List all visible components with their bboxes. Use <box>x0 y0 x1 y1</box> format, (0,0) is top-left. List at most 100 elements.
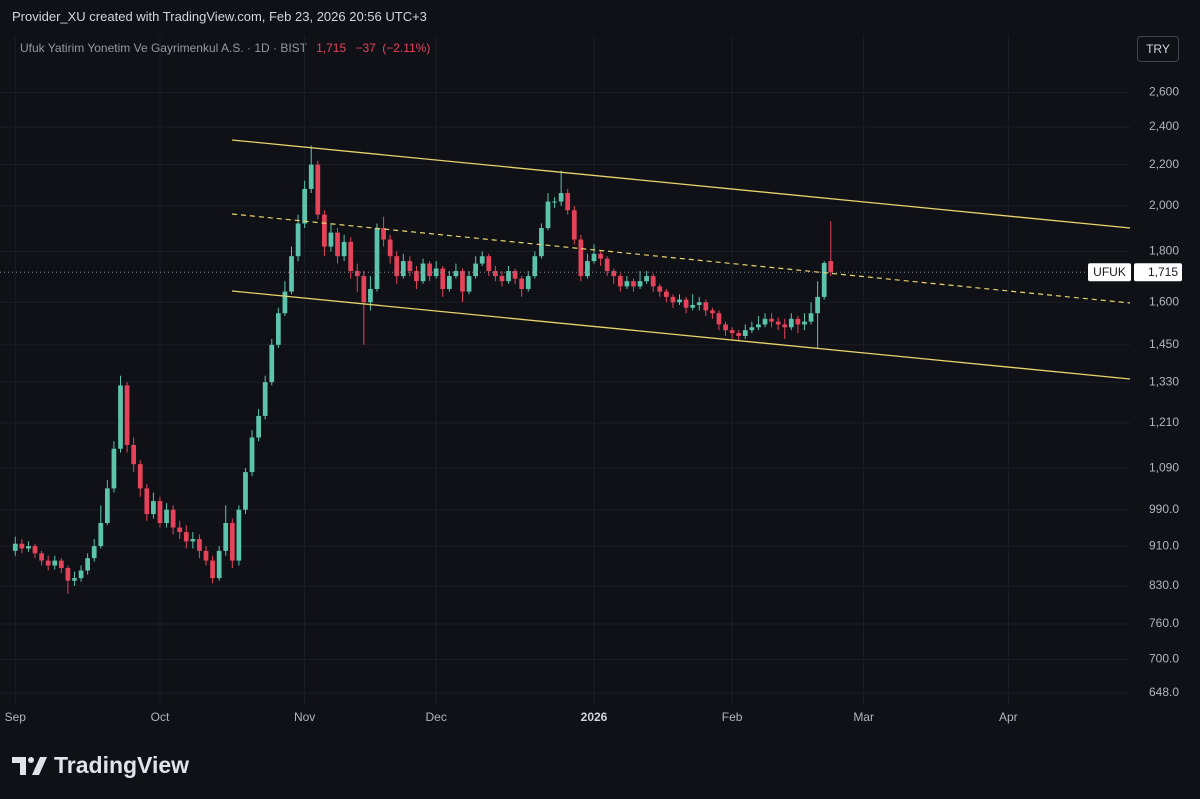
candle-body <box>598 253 603 259</box>
candle-body <box>506 271 511 282</box>
candle-body <box>650 276 656 287</box>
channel-upper <box>231 139 1131 229</box>
candle-body <box>177 527 183 533</box>
candle-body <box>571 210 577 240</box>
channel-mid <box>231 213 1131 304</box>
candle-body <box>104 488 110 523</box>
x-tick-label: Feb <box>722 710 743 724</box>
candle-body <box>12 543 18 551</box>
x-tick-label: Mar <box>853 710 874 724</box>
y-tick-label: 990.0 <box>1149 502 1179 516</box>
candle-body <box>45 560 51 566</box>
logo-icon <box>12 756 47 775</box>
candle-body <box>512 271 518 279</box>
candle-body <box>696 302 702 305</box>
x-tick-label: Oct <box>151 710 170 724</box>
candle-body <box>756 324 761 328</box>
trend-lines <box>231 139 1131 380</box>
candle-body <box>493 271 498 277</box>
y-tick-label: 1,210 <box>1149 415 1179 429</box>
price-tag: 1,715 <box>1148 265 1178 279</box>
y-tick-label: 2,600 <box>1149 85 1179 99</box>
candle-body <box>604 258 610 272</box>
candle-body <box>486 256 492 272</box>
candle-body <box>499 276 505 282</box>
candle-body <box>519 278 525 289</box>
candle-body <box>98 522 104 547</box>
candle-body <box>131 444 137 465</box>
candle-body <box>657 286 663 292</box>
candle-body <box>552 201 557 203</box>
x-tick-label: 2026 <box>581 710 608 724</box>
candle-body <box>558 193 564 202</box>
candle-body <box>308 164 314 189</box>
attribution: Provider_XU created with TradingView.com… <box>12 9 427 24</box>
logo-text: TradingView <box>54 752 190 778</box>
candle-body <box>322 214 327 247</box>
candle-body <box>203 550 209 561</box>
candle-body <box>637 281 643 287</box>
candle-body <box>762 318 768 325</box>
candle-body <box>216 550 222 579</box>
symbol-info: Ufuk Yatirim Yonetim Ve Gayrimenkul A.S.… <box>20 41 430 55</box>
price-tag-box <box>1134 263 1182 282</box>
x-tick-label: Sep <box>5 710 27 724</box>
candle-body <box>729 330 735 334</box>
y-tick-label: 1,090 <box>1149 460 1179 474</box>
candle-body <box>775 321 781 325</box>
y-tick-label: 1,330 <box>1149 374 1179 388</box>
candle-body <box>124 385 130 445</box>
candle-body <box>249 437 255 473</box>
candle-body <box>821 263 827 297</box>
x-tick-label: Apr <box>999 710 1018 724</box>
candle-body <box>197 539 202 551</box>
candle-body <box>256 415 261 438</box>
candle-body <box>663 291 669 297</box>
candle-body <box>111 448 117 489</box>
candle-body <box>539 228 544 257</box>
candle-body <box>19 543 25 549</box>
candle-body <box>420 263 426 282</box>
y-tick-label: 910.0 <box>1149 538 1179 552</box>
y-tick-label: 700.0 <box>1149 652 1179 666</box>
candle-body <box>802 321 807 325</box>
candle-body <box>578 239 584 277</box>
y-tick-label: 648.0 <box>1149 685 1179 699</box>
candle-body <box>275 313 281 345</box>
candle-body <box>677 299 682 303</box>
candle-body <box>690 304 696 308</box>
candle-body <box>394 256 400 277</box>
candle-body <box>769 318 774 322</box>
candle-body <box>229 522 235 561</box>
candle-body <box>118 385 123 449</box>
candle-body <box>183 532 189 542</box>
candle-body <box>282 291 288 314</box>
x-tick-label: Nov <box>294 710 315 724</box>
candle-body <box>387 239 393 257</box>
candle-body <box>39 553 44 561</box>
candle-body <box>795 318 801 325</box>
candle-body <box>611 271 617 277</box>
y-tick-label: 1,600 <box>1149 294 1179 308</box>
y-tick-label: 2,200 <box>1149 157 1179 171</box>
candle-body <box>788 318 794 328</box>
candle-body <box>466 276 472 292</box>
candle-body <box>716 313 722 325</box>
candle-body <box>144 488 150 515</box>
currency-button[interactable]: TRY <box>1137 36 1179 62</box>
candle-body <box>243 472 248 510</box>
candle-body <box>26 546 31 549</box>
candle-body <box>565 193 571 211</box>
candle-body <box>137 464 143 489</box>
candle-body <box>368 288 373 303</box>
grid <box>0 35 1130 705</box>
candle-body <box>58 560 64 569</box>
candle-body <box>532 256 538 277</box>
candle-body <box>815 296 820 314</box>
axis-labels: 648.0 700.0 760.0 830.0 910.0 990.0 1,090 1,210… <box>5 85 1182 724</box>
candle-body <box>269 344 275 383</box>
candle-body <box>302 188 308 224</box>
change-percent: (−2.11%) <box>382 41 431 55</box>
